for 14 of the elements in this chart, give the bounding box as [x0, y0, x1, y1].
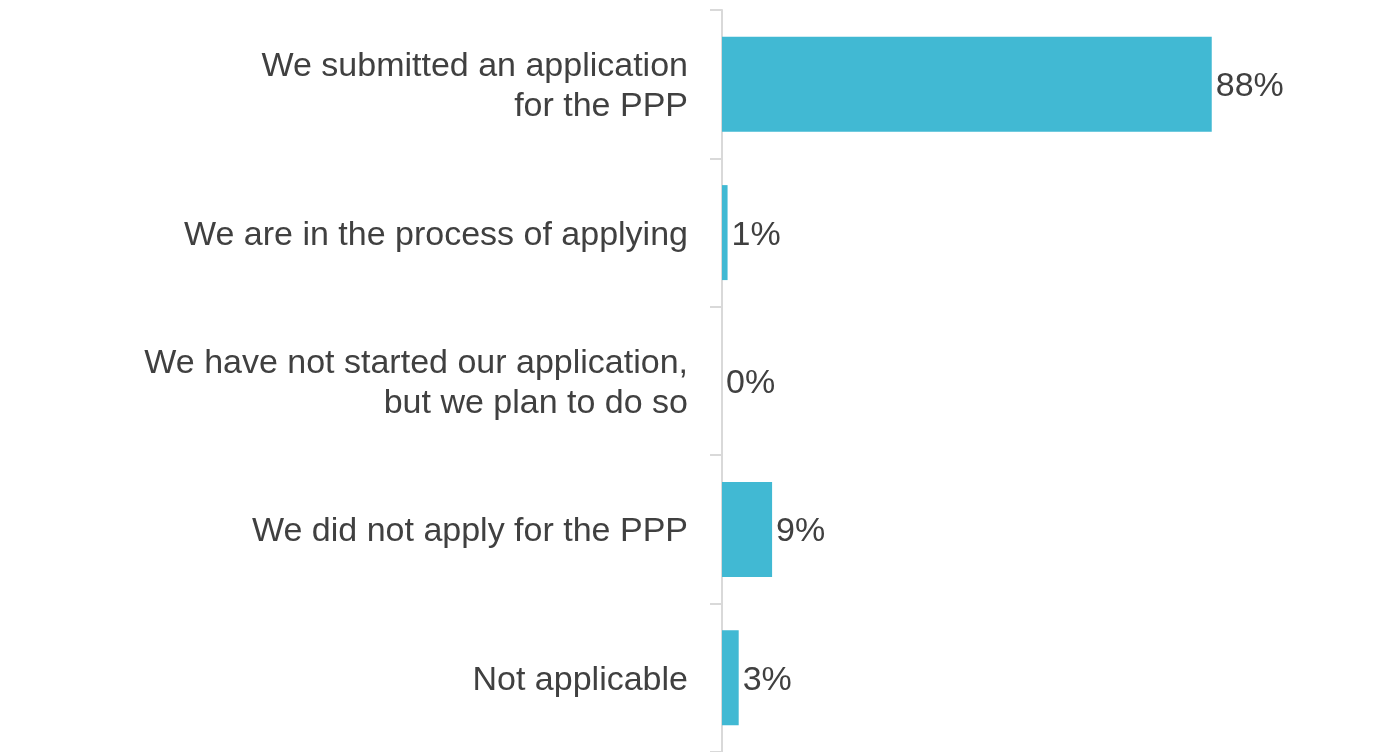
y-tick-label: We submitted an application for the PPP	[261, 45, 688, 124]
data-label: 9%	[776, 510, 826, 549]
data-label: 3%	[742, 658, 792, 697]
y-tick-label: We did not apply for the PPP	[252, 510, 688, 549]
y-tick-label: We are in the process of applying	[184, 213, 688, 252]
data-label: 88%	[1215, 65, 1284, 104]
data-label: 0%	[726, 362, 776, 400]
y-tick-label: Not applicable	[472, 658, 688, 697]
y-tick-label: We have not started our application, but we plan to do so	[144, 342, 688, 420]
bar	[722, 630, 739, 726]
data-label: 1%	[731, 213, 781, 252]
bar	[722, 185, 728, 281]
bar	[722, 36, 1212, 132]
bar	[722, 481, 773, 577]
